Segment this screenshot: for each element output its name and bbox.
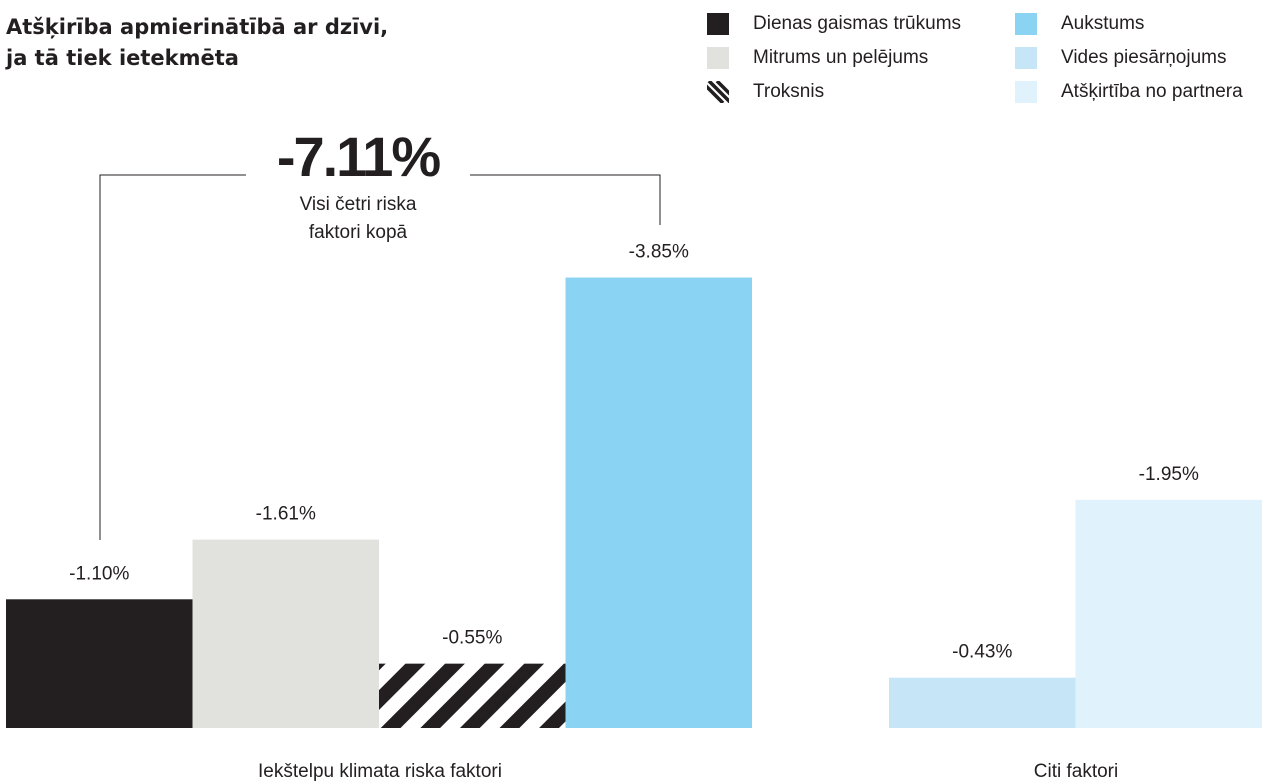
legend-item-mitrums-un-pelejums: Mitrums un pelējums (707, 46, 928, 70)
bar-value-label-mitrums-un-pelejums: -1.61% (256, 504, 316, 525)
bars-group (6, 277, 1262, 728)
bar-value-label-atskirtiba-no-partnera: -1.95% (1139, 464, 1199, 485)
legend-swatch-mitrums-un-pelejums (707, 47, 729, 69)
legend-label-aukstums: Aukstums (1061, 13, 1145, 34)
bar-vides-piesarnojums (889, 677, 1076, 728)
category-label-iekstelpu: Iekštelpu klimata riska faktori (258, 761, 502, 781)
callout-text-line-2: faktori kopā (309, 222, 408, 243)
bar-aukstums (565, 277, 752, 728)
chart-title-line-2: ja tā tiek ietekmēta (6, 46, 239, 70)
bar-value-label-vides-piesarnojums: -0.43% (952, 642, 1012, 663)
legend-swatch-atskirtiba-no-partnera (1015, 81, 1037, 103)
legend-swatch-troksnis (707, 81, 729, 103)
bar-troksnis (379, 663, 566, 728)
chart-title: Atšķirība apmierinātībā ar dzīvi, ja tā … (6, 12, 388, 74)
callout-text-line-1: Visi četri riska (300, 194, 417, 215)
legend-label-atskirtiba-no-partnera: Atšķirtība no partnera (1061, 81, 1243, 102)
bar-atskirtiba-no-partnera (1075, 499, 1262, 728)
callout-bracket: -7.11% Visi četri riska faktori kopā (99, 125, 661, 540)
legend-item-atskirtiba-no-partnera: Atšķirtība no partnera (1015, 80, 1243, 104)
legend-item-aukstums: Aukstums (1015, 12, 1144, 36)
legend-label-mitrums-un-pelejums: Mitrums un pelējums (753, 47, 929, 68)
legend-item-dienas-gaismas-trukums: Dienas gaismas trūkums (707, 12, 961, 36)
legend-label-vides-piesarnojums: Vides piesārņojums (1061, 47, 1227, 68)
bar-value-label-troksnis: -0.55% (442, 628, 502, 649)
callout-total-value: -7.11% (277, 125, 441, 188)
legend-swatch-dienas-gaismas-trukums (707, 13, 729, 35)
bar-value-label-aukstums: -3.85% (629, 242, 689, 263)
bar-value-label-dienas-gaismas-trukums: -1.10% (69, 563, 129, 584)
legend: Dienas gaismas trūkums Mitrums un pelēju… (0, 12, 1278, 112)
bar-value-labels: -1.10% -1.61% -0.55% -3.85% -0.43% -1.95% (69, 242, 1199, 663)
legend-label-troksnis: Troksnis (753, 81, 825, 102)
legend-swatch-vides-piesarnojums (1015, 47, 1037, 69)
bar-mitrums-un-pelejums (192, 539, 379, 728)
legend-item-vides-piesarnojums: Vides piesārņojums (1015, 46, 1226, 70)
chart-title-line-1: Atšķirība apmierinātībā ar dzīvi, (6, 15, 389, 39)
legend-swatch-aukstums (1015, 13, 1037, 35)
callout-line-left (99, 174, 246, 540)
legend-label-dienas-gaismas-trukums: Dienas gaismas trūkums (753, 13, 962, 34)
category-label-citi-faktori: Citi faktori (1034, 761, 1118, 781)
legend-item-troksnis: Troksnis (707, 80, 824, 104)
callout-line-right (470, 174, 661, 225)
bar-dienas-gaismas-trukums (6, 599, 193, 728)
